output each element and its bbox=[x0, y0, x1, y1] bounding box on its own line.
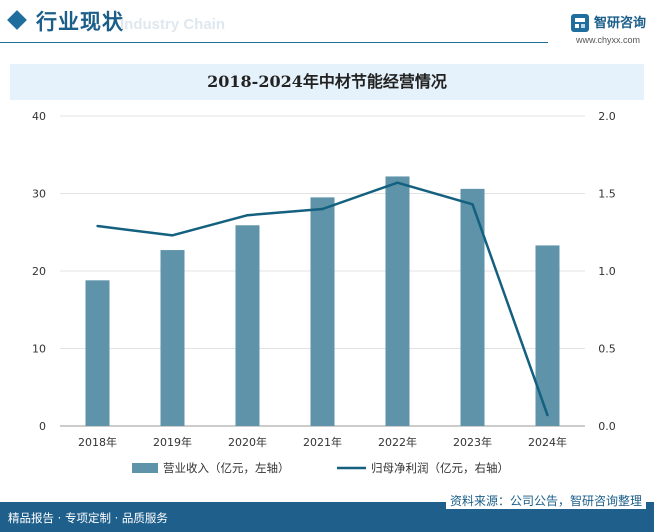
y-right-tick-label: 0.0 bbox=[598, 420, 616, 433]
footer-tagline: 精品报告 · 专项定制 · 品质服务 bbox=[8, 511, 168, 525]
brand-logo-icon bbox=[571, 14, 589, 32]
legend-swatch-revenue bbox=[132, 463, 158, 473]
line-point-net-profit bbox=[471, 203, 474, 206]
bar-revenue bbox=[160, 250, 185, 426]
line-point-net-profit bbox=[321, 207, 324, 211]
x-tick-label: 2021年 bbox=[303, 435, 342, 449]
y-left-tick-label: 30 bbox=[32, 188, 46, 201]
header: 行业现状 Industry Chain 智研咨询 www.chyxx.com bbox=[0, 0, 654, 46]
y-left-tick-label: 0 bbox=[39, 420, 46, 433]
x-tick-label: 2020年 bbox=[228, 435, 267, 449]
y-right-tick-label: 1.0 bbox=[598, 265, 616, 278]
chart-title: 2018-2024年中材节能经营情况 bbox=[207, 72, 447, 91]
bar-revenue bbox=[385, 176, 410, 426]
section-title: 行业现状 bbox=[36, 10, 124, 34]
bar-revenue bbox=[535, 245, 560, 426]
line-point-net-profit bbox=[396, 181, 399, 184]
line-point-net-profit bbox=[546, 413, 549, 417]
header-divider bbox=[0, 42, 548, 43]
footer: 精品报告 · 专项定制 · 品质服务 资料来源：公司公告，智研咨询整理 bbox=[0, 492, 654, 532]
x-tick-label: 2022年 bbox=[378, 435, 417, 449]
y-left-tick-label: 10 bbox=[32, 343, 46, 356]
x-tick-label: 2024年 bbox=[528, 435, 567, 449]
bar-revenue bbox=[310, 197, 335, 426]
legend-label-net-profit: 归母净利润（亿元，右轴） bbox=[371, 461, 509, 475]
chart-title-banner: 2018-2024年中材节能经营情况 bbox=[10, 64, 644, 100]
legend-label-revenue: 营业收入（亿元，左轴） bbox=[163, 461, 290, 475]
x-tick-label: 2018年 bbox=[78, 435, 117, 449]
y-left-tick-label: 40 bbox=[32, 110, 46, 123]
x-tick-label: 2023年 bbox=[453, 435, 492, 449]
y-right-tick-label: 2.0 bbox=[598, 110, 616, 123]
combo-chart: 0 10 20 30 40 0.0 0.5 1.0 1.5 2.0 2018年 2019年 2020年 2… bbox=[32, 110, 616, 475]
y-right-tick-label: 0.5 bbox=[598, 343, 616, 356]
diamond-icon bbox=[7, 10, 27, 30]
header-watermark: Industry Chain bbox=[120, 16, 226, 33]
footer-source: 资料来源：公司公告，智研咨询整理 bbox=[445, 492, 646, 509]
brand-url: www.chyxx.com bbox=[576, 35, 641, 45]
y-left-tick-label: 20 bbox=[32, 265, 46, 278]
bar-revenue bbox=[235, 225, 260, 426]
x-tick-label: 2019年 bbox=[153, 435, 192, 449]
line-point-net-profit bbox=[246, 214, 249, 217]
y-right-tick-label: 1.5 bbox=[598, 188, 616, 201]
bar-revenue bbox=[85, 280, 110, 426]
brand-name: 智研咨询 bbox=[594, 16, 647, 31]
line-point-net-profit bbox=[96, 224, 99, 228]
line-point-net-profit bbox=[171, 234, 174, 237]
